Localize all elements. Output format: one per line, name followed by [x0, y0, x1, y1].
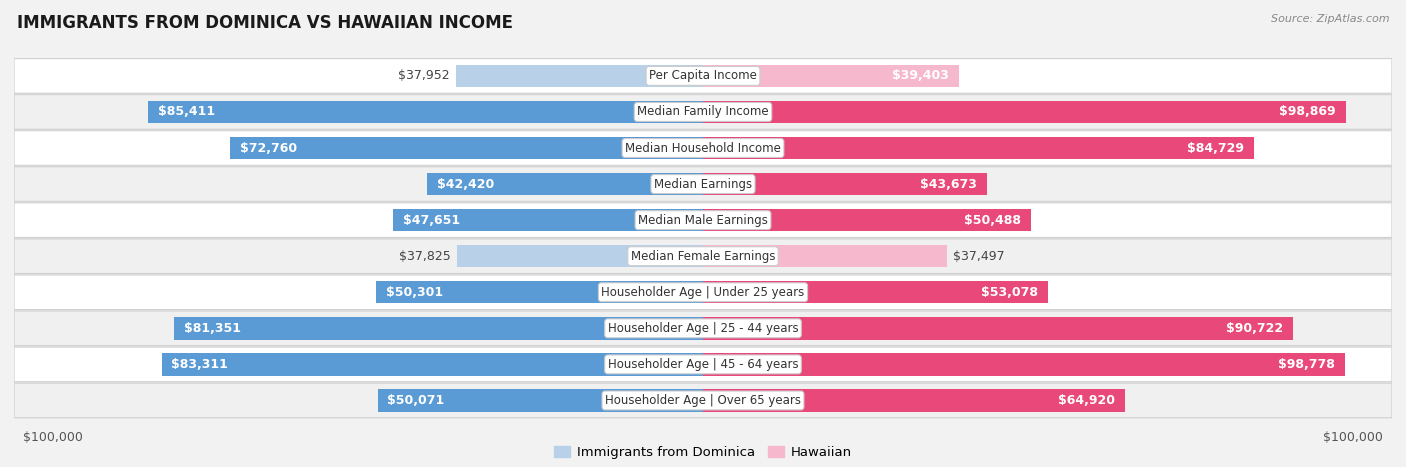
Text: $47,651: $47,651 [404, 213, 460, 226]
FancyBboxPatch shape [14, 95, 1392, 129]
Text: Source: ZipAtlas.com: Source: ZipAtlas.com [1271, 14, 1389, 24]
Text: Householder Age | Over 65 years: Householder Age | Over 65 years [605, 394, 801, 407]
Text: $98,869: $98,869 [1279, 106, 1336, 119]
Text: $83,311: $83,311 [172, 358, 228, 371]
Text: Per Capita Income: Per Capita Income [650, 70, 756, 82]
Legend: Immigrants from Dominica, Hawaiian: Immigrants from Dominica, Hawaiian [550, 441, 856, 465]
FancyBboxPatch shape [14, 347, 1392, 382]
FancyBboxPatch shape [14, 383, 1392, 418]
Bar [375, 281, 703, 304]
Text: $53,078: $53,078 [981, 286, 1038, 299]
Bar [148, 101, 703, 123]
Text: $37,497: $37,497 [953, 250, 1005, 263]
Text: IMMIGRANTS FROM DOMINICA VS HAWAIIAN INCOME: IMMIGRANTS FROM DOMINICA VS HAWAIIAN INC… [17, 14, 513, 32]
Bar [457, 65, 703, 87]
Text: Median Female Earnings: Median Female Earnings [631, 250, 775, 263]
FancyBboxPatch shape [14, 167, 1392, 201]
Text: $43,673: $43,673 [920, 177, 977, 191]
Text: $50,071: $50,071 [387, 394, 444, 407]
Bar [703, 317, 1292, 340]
Text: $42,420: $42,420 [437, 177, 495, 191]
Text: $50,488: $50,488 [965, 213, 1021, 226]
FancyBboxPatch shape [14, 58, 1392, 93]
FancyBboxPatch shape [14, 239, 1392, 274]
Bar [703, 101, 1346, 123]
FancyBboxPatch shape [14, 203, 1392, 237]
Bar [162, 353, 703, 375]
Bar [378, 389, 703, 411]
Text: $37,952: $37,952 [398, 70, 450, 82]
Text: $90,722: $90,722 [1226, 322, 1282, 335]
Bar [174, 317, 703, 340]
Bar [703, 281, 1047, 304]
Text: $37,825: $37,825 [399, 250, 451, 263]
FancyBboxPatch shape [14, 131, 1392, 165]
Text: Median Household Income: Median Household Income [626, 142, 780, 155]
Text: Householder Age | Under 25 years: Householder Age | Under 25 years [602, 286, 804, 299]
Text: $98,778: $98,778 [1278, 358, 1336, 371]
Bar [703, 173, 987, 195]
Text: $64,920: $64,920 [1059, 394, 1115, 407]
Text: Median Earnings: Median Earnings [654, 177, 752, 191]
Bar [703, 245, 946, 268]
Text: $50,301: $50,301 [385, 286, 443, 299]
Text: $72,760: $72,760 [240, 142, 297, 155]
Bar [457, 245, 703, 268]
Bar [427, 173, 703, 195]
Text: Median Family Income: Median Family Income [637, 106, 769, 119]
Bar [703, 137, 1254, 159]
Text: $39,403: $39,403 [893, 70, 949, 82]
Text: Householder Age | 25 - 44 years: Householder Age | 25 - 44 years [607, 322, 799, 335]
Text: $85,411: $85,411 [157, 106, 215, 119]
FancyBboxPatch shape [14, 275, 1392, 310]
Text: Householder Age | 45 - 64 years: Householder Age | 45 - 64 years [607, 358, 799, 371]
Bar [231, 137, 703, 159]
Text: Median Male Earnings: Median Male Earnings [638, 213, 768, 226]
Bar [703, 353, 1346, 375]
Text: $84,729: $84,729 [1187, 142, 1244, 155]
Bar [703, 65, 959, 87]
FancyBboxPatch shape [14, 311, 1392, 346]
Bar [394, 209, 703, 231]
Bar [703, 389, 1125, 411]
Bar [703, 209, 1031, 231]
Text: $81,351: $81,351 [184, 322, 240, 335]
